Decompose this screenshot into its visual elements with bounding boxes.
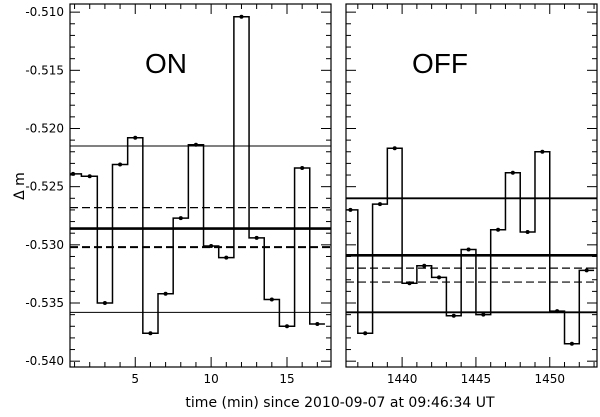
- x-tick-label: 1440: [387, 372, 418, 386]
- data-point: [569, 341, 574, 346]
- y-tick-label: -0.510: [25, 5, 64, 19]
- data-point: [269, 297, 274, 302]
- y-axis-label: Δ m: [12, 172, 28, 200]
- step-line: [346, 147, 595, 345]
- data-point: [148, 331, 153, 336]
- y-tick-label: -0.520: [25, 121, 64, 135]
- data-point: [555, 309, 560, 314]
- tick-marks-on: [70, 4, 331, 367]
- data-point: [496, 227, 501, 232]
- panel-label-on: ON: [145, 48, 187, 79]
- x-tick-label: 1450: [534, 372, 565, 386]
- data-point: [437, 275, 442, 280]
- y-tick-label: -0.530: [25, 238, 64, 252]
- data-point: [392, 146, 397, 151]
- reference-lines-off: [346, 197, 597, 314]
- data-point: [284, 324, 289, 329]
- data-point: [510, 170, 515, 175]
- step-line: [70, 16, 325, 335]
- data-point: [584, 268, 589, 273]
- data-point: [540, 149, 545, 154]
- y-tick-label: -0.515: [25, 63, 64, 77]
- data-point: [209, 244, 214, 248]
- tick-marks-off: [346, 4, 597, 367]
- x-tick-label: 5: [131, 372, 139, 386]
- reference-lines-on: [70, 145, 331, 313]
- y-tick-label: -0.535: [25, 296, 64, 310]
- x-axis-label: time (min) since 2010-09-07 at 09:46:34 …: [185, 395, 495, 411]
- step-series-off: [346, 146, 595, 346]
- data-point: [254, 235, 259, 240]
- x-tick-label: 10: [203, 372, 218, 386]
- data-point: [315, 321, 320, 326]
- data-point: [224, 255, 229, 260]
- y-tick-label: -0.540: [25, 354, 64, 368]
- data-point: [118, 162, 123, 167]
- data-point: [422, 263, 427, 268]
- data-point: [363, 331, 368, 336]
- panel-on: -0.540 -0.535 -0.530 -0.525 -0.520 -0.515 -0.5…: [25, 3, 332, 386]
- step-series-on: [70, 14, 325, 336]
- data-point: [481, 312, 486, 317]
- data-point: [133, 135, 138, 140]
- panel-off: 1440 1445 1450 OFF: [345, 3, 598, 386]
- data-point: [239, 14, 244, 19]
- tick-labels-off: 1440 1445 1450: [387, 372, 565, 386]
- plot-frame-off: [345, 3, 598, 368]
- data-point: [407, 281, 412, 286]
- data-point: [300, 166, 305, 171]
- data-point: [377, 202, 382, 207]
- data-point: [102, 301, 107, 306]
- x-tick-label: 15: [279, 372, 294, 386]
- data-point: [87, 174, 92, 179]
- tick-labels-on: -0.540 -0.535 -0.530 -0.525 -0.520 -0.515 -0.5…: [25, 5, 294, 386]
- data-point: [451, 313, 456, 318]
- data-point: [178, 216, 183, 221]
- data-point: [525, 230, 530, 235]
- data-point: [193, 142, 198, 147]
- data-point: [466, 247, 471, 252]
- panel-label-off: OFF: [412, 48, 468, 79]
- data-point: [163, 291, 168, 296]
- y-tick-label: -0.525: [25, 180, 64, 194]
- x-tick-label: 1445: [461, 372, 492, 386]
- plot-frame-on: [69, 3, 332, 368]
